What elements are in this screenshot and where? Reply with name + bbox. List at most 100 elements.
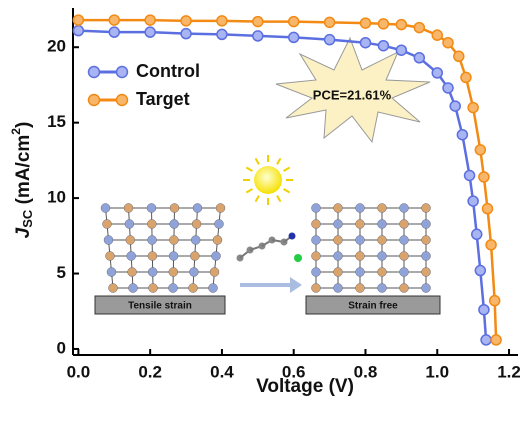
data-point <box>108 14 121 26</box>
atom <box>377 219 387 229</box>
inset-label: Tensile strain <box>128 301 192 312</box>
atom <box>215 203 226 213</box>
sun <box>254 166 282 194</box>
inset-figure: Tensile strain Strain free <box>94 155 441 315</box>
legend-marker <box>87 65 101 79</box>
y-tick-label: 15 <box>47 112 66 131</box>
atom <box>333 203 343 213</box>
data-point <box>474 264 487 277</box>
data-point <box>449 100 461 112</box>
atom <box>399 219 409 229</box>
data-point <box>72 14 85 26</box>
data-point <box>377 18 390 30</box>
data-point <box>442 82 454 94</box>
atom <box>147 267 158 277</box>
sun-ray <box>283 188 291 194</box>
data-point <box>467 101 479 114</box>
data-point <box>431 29 444 41</box>
sun-ray <box>283 166 291 172</box>
atom <box>355 235 365 245</box>
atom <box>311 235 321 245</box>
starburst <box>275 36 431 144</box>
atom <box>103 235 114 245</box>
data-point <box>180 15 192 27</box>
atom <box>311 219 321 229</box>
atom <box>377 267 387 277</box>
data-point <box>453 50 465 63</box>
data-point <box>252 30 264 42</box>
data-point <box>252 15 264 28</box>
atom <box>209 267 220 277</box>
inset-label: Strain free <box>348 301 398 312</box>
sun-ray <box>276 157 282 165</box>
substrate <box>305 295 441 315</box>
data-point <box>485 239 497 251</box>
data-point <box>490 334 502 346</box>
series-line <box>78 29 488 341</box>
data-point <box>359 17 372 29</box>
atom <box>190 235 201 245</box>
data-point <box>108 26 121 38</box>
atom <box>108 283 118 293</box>
atom <box>126 251 136 261</box>
atom <box>377 203 387 213</box>
atom <box>288 232 296 240</box>
atom <box>399 267 409 277</box>
data-point <box>413 21 426 34</box>
atom <box>189 267 199 277</box>
atom <box>311 251 321 261</box>
atom <box>399 235 409 245</box>
atom <box>124 219 135 229</box>
atom <box>399 251 409 261</box>
data-point <box>463 169 476 182</box>
data-point <box>216 15 228 27</box>
atom <box>421 267 431 277</box>
atom <box>192 203 203 213</box>
data-point <box>323 16 336 29</box>
atom <box>399 283 409 293</box>
atom <box>421 251 431 261</box>
x-tick-label: 0.2 <box>138 362 162 381</box>
data-point <box>474 144 487 156</box>
arrow <box>240 277 302 293</box>
y-tick-label: 20 <box>47 37 66 56</box>
x-tick-label: 0.8 <box>354 362 378 381</box>
data-point <box>460 71 472 84</box>
atom <box>421 283 431 293</box>
y-tick-label: 10 <box>47 188 66 207</box>
data-point <box>442 36 454 49</box>
data-point <box>144 26 156 38</box>
x-tick-label: 0.4 <box>210 362 234 381</box>
sun-ray <box>254 195 260 203</box>
data-point <box>488 294 501 307</box>
sun-ray <box>276 195 282 203</box>
atom <box>333 219 343 229</box>
atom <box>147 251 158 261</box>
atom <box>333 267 343 277</box>
x-axis-label: Voltage (V) <box>256 376 354 397</box>
atom <box>147 219 157 229</box>
atom <box>191 219 202 229</box>
atom <box>100 203 111 213</box>
sun-ray <box>245 188 253 194</box>
data-point <box>478 303 490 316</box>
legend-label: Target <box>136 89 190 109</box>
atom <box>311 203 321 213</box>
data-point <box>480 334 492 346</box>
y-tick-label: 0 <box>57 338 66 357</box>
legend-label: Control <box>136 61 200 81</box>
data-point <box>359 36 372 49</box>
y-axis-label: JSC (mA/cm2) <box>9 122 35 239</box>
atom <box>421 235 431 245</box>
atom <box>294 254 302 262</box>
atom <box>169 203 180 213</box>
data-point <box>144 14 156 26</box>
atom <box>169 235 179 245</box>
atom <box>127 267 137 277</box>
legend-marker <box>115 93 129 107</box>
atom <box>355 219 365 229</box>
data-point <box>456 128 469 141</box>
data-point <box>470 228 483 241</box>
atom <box>148 283 158 293</box>
